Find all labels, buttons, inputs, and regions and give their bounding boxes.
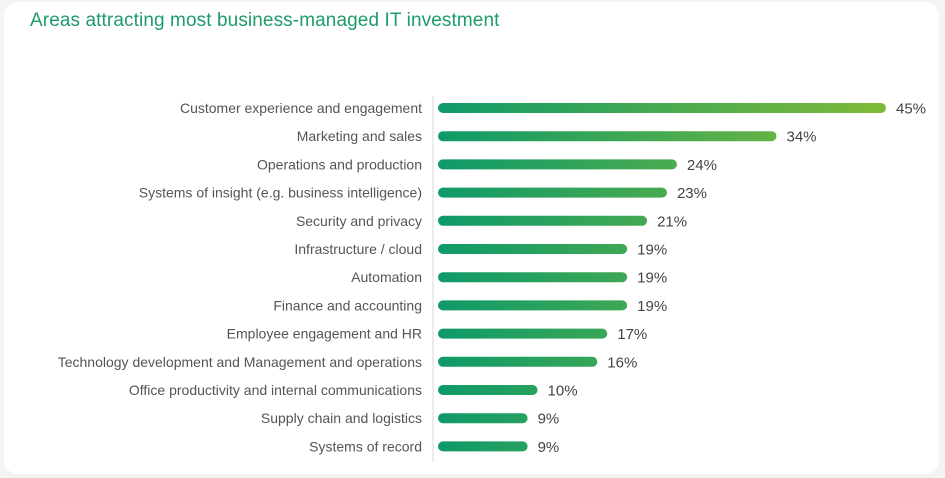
bar <box>438 187 667 198</box>
category-label: Operations and production <box>257 156 422 172</box>
category-label: Finance and accounting <box>273 297 422 313</box>
category-label: Customer experience and engagement <box>180 100 422 116</box>
bar <box>438 215 648 226</box>
category-label: Employee engagement and HR <box>227 326 422 342</box>
bar <box>438 244 628 254</box>
category-label: Security and privacy <box>296 213 422 229</box>
bar <box>438 300 628 311</box>
category-label: Infrastructure / cloud <box>294 241 422 257</box>
category-label: Automation <box>351 269 422 285</box>
category-label: Technology development and Management an… <box>58 354 422 370</box>
category-label: Supply chain and logistics <box>261 410 422 426</box>
value-label: 19% <box>637 298 667 315</box>
bar <box>438 272 628 283</box>
value-label: 9% <box>538 439 560 456</box>
value-label: 45% <box>896 101 926 118</box>
bar <box>438 103 886 113</box>
chart-title: Areas attracting most business-managed I… <box>30 10 500 31</box>
bar <box>438 159 677 170</box>
bar <box>438 356 598 367</box>
chart-card: Areas attracting most business-managed I… <box>4 2 939 474</box>
category-label: Systems of record <box>309 438 422 454</box>
value-label: 17% <box>617 326 647 343</box>
value-label: 19% <box>637 270 667 287</box>
bars-group: Customer experience and engagement 45% Mar… <box>58 100 926 456</box>
value-label: 9% <box>538 411 560 428</box>
category-label: Office productivity and internal communi… <box>129 382 422 398</box>
value-label: 19% <box>637 242 667 259</box>
value-label: 34% <box>786 129 816 146</box>
bar <box>438 385 538 395</box>
value-label: 23% <box>677 185 707 202</box>
bar <box>438 441 528 452</box>
category-label: Marketing and sales <box>297 128 422 144</box>
category-label: Systems of insight (e.g. business intell… <box>139 185 422 201</box>
bar <box>438 328 608 339</box>
value-label: 21% <box>657 213 687 230</box>
value-label: 24% <box>687 157 717 174</box>
bar <box>438 131 777 142</box>
value-label: 10% <box>548 383 578 400</box>
bar <box>438 413 528 424</box>
value-label: 16% <box>607 354 637 371</box>
